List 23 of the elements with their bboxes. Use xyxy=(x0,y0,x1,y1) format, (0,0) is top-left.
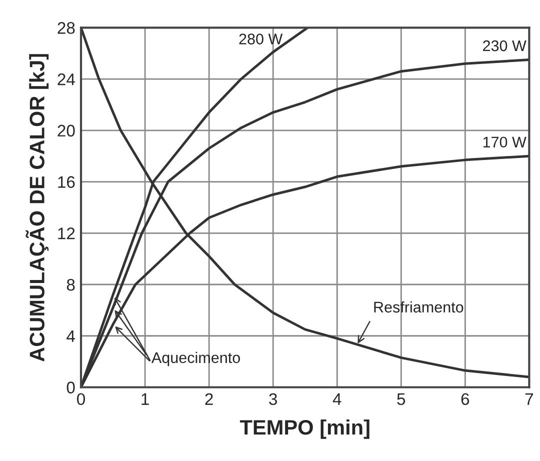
y-tick-label: 28 xyxy=(58,22,75,34)
x-tick-label: 2 xyxy=(205,393,213,405)
series-label: 170 W xyxy=(483,136,526,148)
y-tick-label: 8 xyxy=(66,278,75,291)
x-tick-label: 1 xyxy=(142,393,149,405)
y-tick-label: 0 xyxy=(66,382,75,394)
y-tick-label: 20 xyxy=(58,124,75,137)
y-axis-title: ACUMULAÇÃO DE CALOR [kJ] xyxy=(26,54,49,362)
series-label: 230 W xyxy=(483,40,526,52)
x-tick-label: 4 xyxy=(332,393,342,405)
annotation: Resfriamento xyxy=(374,301,464,313)
y-tick-label: 12 xyxy=(58,228,75,240)
x-tick-label: 7 xyxy=(525,393,533,405)
series-label: 280 W xyxy=(239,34,283,44)
y-tick-label: 16 xyxy=(58,176,75,188)
x-axis-title: TEMPO [min] xyxy=(240,419,370,439)
x-tick-label: 3 xyxy=(269,393,277,406)
x-tick-label: 6 xyxy=(461,393,470,406)
y-tick-label: 4 xyxy=(66,330,75,342)
annotation: Aquecimento xyxy=(151,352,240,366)
y-tick-label: 24 xyxy=(58,73,75,86)
x-tick-label: 5 xyxy=(397,393,406,406)
x-tick-label: 0 xyxy=(77,393,85,406)
